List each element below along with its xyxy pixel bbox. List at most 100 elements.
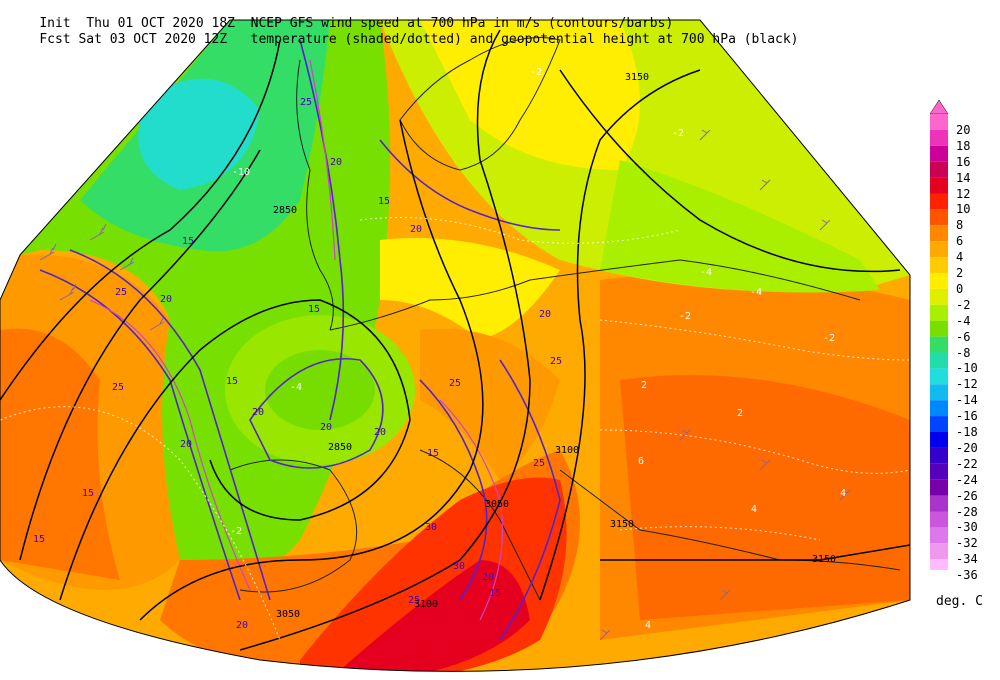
forecast-time: Fcst Sat 03 OCT 2020 12Z — [39, 32, 228, 47]
isotherms — [0, 217, 910, 641]
temp-label: -4 — [750, 287, 762, 298]
product-subtitle: temperature (shaded/dotted) and geopoten… — [250, 32, 799, 47]
colorbar-label: -36 — [956, 568, 978, 583]
colorbar-label: -24 — [956, 472, 978, 487]
height-contour — [59, 299, 411, 601]
wind-label: 25 — [115, 287, 127, 298]
isotherm — [599, 319, 910, 361]
wind-label: 20 — [374, 427, 386, 438]
height-label: 3150 — [812, 554, 836, 565]
colorbar-label: 4 — [956, 250, 964, 265]
colorbar-swatch — [930, 241, 948, 258]
wind-label: 15 — [226, 376, 238, 387]
wind-barb — [759, 459, 771, 471]
colorbar-label: -30 — [956, 520, 978, 535]
colorbar-label: 2 — [956, 266, 964, 280]
colorbar-swatch — [930, 543, 948, 560]
coastline-north-europe — [329, 259, 861, 331]
colorbar-swatch — [930, 320, 948, 337]
height-contour — [139, 119, 484, 621]
header: Init Thu 01 OCT 2020 18Z NCEP GFS wind s… — [8, 0, 798, 48]
wind-label: 15 — [378, 196, 390, 207]
colorbar-label: 20 — [956, 122, 971, 137]
colorbar-label: 8 — [956, 218, 964, 233]
cutoff-low-center — [265, 350, 375, 430]
colorbar-label: -26 — [956, 488, 978, 503]
wind-contour — [69, 249, 271, 601]
wind-barb — [59, 283, 77, 301]
coastline-uk — [296, 59, 334, 331]
colorbar-label: -32 — [956, 536, 978, 551]
wind-label: 20 — [236, 620, 248, 631]
wind-contours-strong — [89, 59, 504, 621]
temp-label: 4 — [645, 620, 651, 631]
map-frame — [0, 19, 911, 672]
colorbar-label: -20 — [956, 440, 978, 455]
wind-label: 25 — [300, 97, 312, 108]
height-label: 2850 — [273, 205, 297, 216]
init-time: Init Thu 01 OCT 2020 18Z — [39, 16, 235, 31]
temp-label: -2 — [530, 67, 542, 78]
height-label: 3150 — [610, 519, 634, 530]
temp-label: 4 — [840, 488, 846, 499]
colorbar-label: -8 — [956, 345, 971, 360]
colorbar-swatch — [930, 177, 948, 194]
colorbar-label: -6 — [956, 329, 971, 344]
temp-label: -4 — [290, 382, 302, 393]
coastlines — [229, 37, 901, 601]
wind-barb — [119, 257, 135, 271]
wind-contour — [299, 39, 345, 421]
colorbar-swatch — [930, 209, 948, 226]
wind-contour — [379, 139, 561, 231]
colorbar-swatch — [930, 114, 948, 130]
height-contour — [0, 39, 281, 401]
wind-label: 25 — [550, 356, 562, 367]
colorbar-label: 18 — [956, 138, 971, 153]
wind-barb — [149, 317, 165, 331]
height-contour — [600, 544, 910, 561]
wind-label: 20 — [180, 439, 192, 450]
wind-label: 15 — [308, 304, 320, 315]
temp-label: -10 — [232, 167, 250, 178]
wind-label: 20 — [320, 422, 332, 433]
wind-label: 20 — [252, 407, 264, 418]
colorbar-label: -14 — [956, 393, 978, 408]
temperature-zone-hot-plume — [340, 560, 530, 672]
wind-barb — [39, 243, 57, 261]
wind-barb — [819, 219, 831, 231]
colorbar-label: 12 — [956, 186, 971, 201]
height-label-group: 3150 2850 2850 3100 3050 3150 3100 3050 … — [273, 72, 836, 620]
temp-label: -2 — [823, 333, 835, 344]
wind-label: 15 — [82, 488, 94, 499]
colorbar-unit: deg. C — [936, 594, 983, 609]
wind-contour — [249, 358, 384, 469]
coastline-balkans — [559, 469, 901, 571]
header-init-line: Init Thu 01 OCT 2020 18Z NCEP GFS wind s… — [8, 0, 673, 48]
colorbar-swatch — [930, 336, 948, 353]
wind-label: 20 — [410, 224, 422, 235]
wind-barb — [719, 589, 731, 601]
product-title: NCEP GFS wind speed at 700 hPa in m/s (c… — [250, 16, 674, 31]
colorbar-label: -22 — [956, 456, 978, 471]
temp-label: 2 — [737, 408, 743, 419]
colorbar-label: 16 — [956, 154, 971, 169]
temp-label-group: -10 -2 -2 -4 -4 -2 -4 -2 -2 2 2 4 4 6 4 — [230, 67, 846, 631]
temp-label: 2 — [641, 380, 647, 391]
wind-label: 15 — [182, 236, 194, 247]
wind-barb — [679, 429, 691, 441]
colorbar-label: -4 — [956, 313, 971, 328]
wind-label: 15 — [427, 448, 439, 459]
wind-barb — [699, 129, 711, 141]
temp-label: 4 — [751, 504, 757, 515]
height-label: 3150 — [625, 72, 649, 83]
colorbar-swatch — [930, 273, 948, 289]
colorbar-swatch — [930, 384, 948, 401]
height-contour — [559, 69, 901, 273]
wind-label: 30 — [425, 522, 437, 533]
colorbar-swatch — [930, 432, 948, 448]
colorbar — [930, 100, 949, 570]
coastline-italy — [419, 449, 541, 601]
colorbar-label: -2 — [956, 297, 971, 312]
temperature-zone-alps — [420, 328, 560, 480]
